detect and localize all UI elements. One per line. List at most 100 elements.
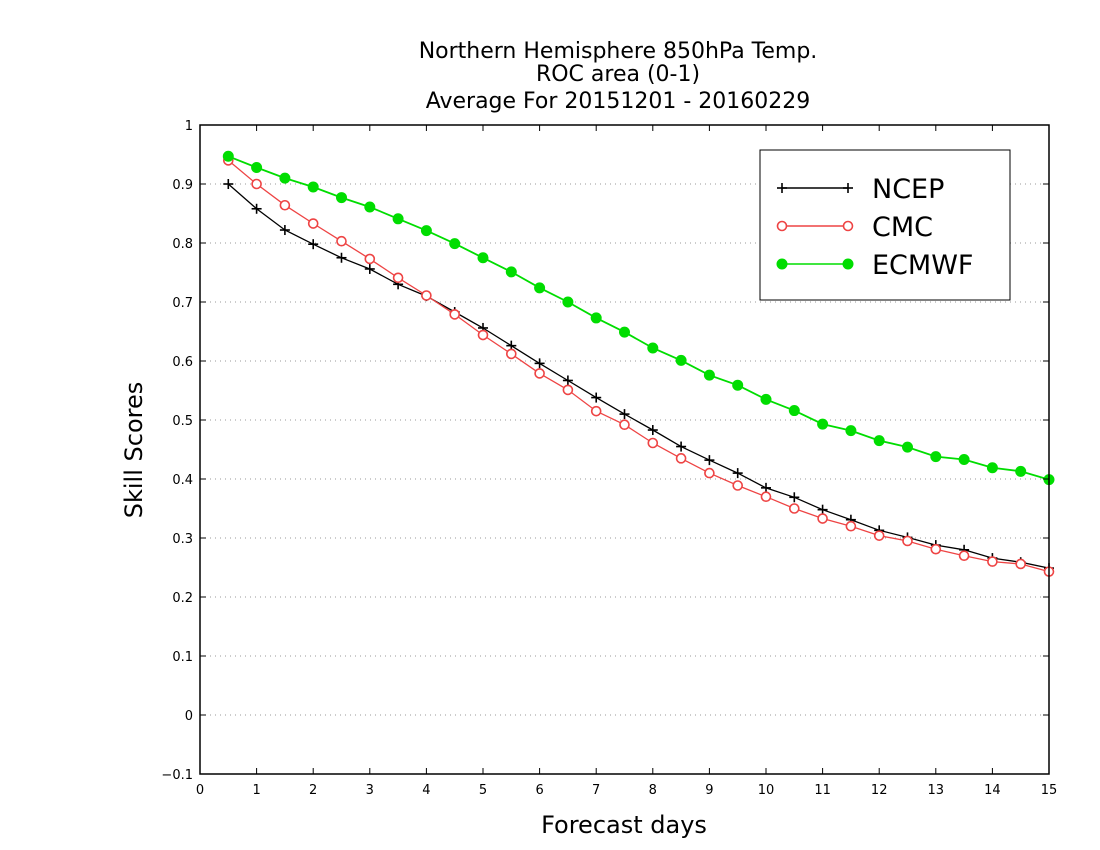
data-point-ncep: [732, 468, 743, 479]
data-point-ecmwf: [477, 252, 489, 264]
legend-label-ecmwf: ECMWF: [872, 250, 973, 281]
data-point-cmc: [619, 419, 630, 431]
data-point-ncep: [789, 492, 800, 503]
data-point-ecmwf: [505, 266, 517, 278]
y-tick-label: 0.8: [172, 237, 193, 252]
data-point-ecmwf: [873, 435, 885, 447]
data-point-ecmwf: [619, 326, 630, 338]
data-point-cmc: [364, 253, 376, 265]
data-point-cmc: [421, 290, 432, 301]
y-axis-label: Skill Scores: [120, 382, 148, 519]
data-point-ecmwf: [562, 296, 574, 308]
data-point-ecmwf: [307, 181, 319, 193]
data-point-cmc: [732, 480, 744, 491]
axis-ticks: −0.100.10.20.30.40.50.60.70.80.910 1 2 3 4 5 6…: [161, 119, 1057, 798]
y-tick-label: −0.1: [161, 768, 193, 783]
data-point-cmc: [817, 513, 828, 524]
data-point-ecmwf: [534, 282, 546, 294]
data-point-ecmwf: [930, 451, 942, 463]
x-tick-label: 4: [422, 783, 430, 798]
chart-title-line-3: Average For 20151201 - 20160229: [426, 89, 811, 114]
y-tick-label: 0.4: [172, 473, 193, 488]
x-tick-label: 13: [928, 783, 945, 798]
data-point-ecmwf: [703, 369, 715, 381]
data-point-ncep: [704, 455, 715, 466]
data-point-ncep: [817, 504, 828, 515]
data-point-ecmwf: [449, 238, 461, 250]
data-point-cmc: [902, 535, 913, 547]
data-point-cmc: [590, 405, 602, 417]
x-tick-label: 1: [252, 783, 260, 798]
data-point-ecmwf: [1015, 465, 1027, 477]
legend-marker-cmc: [842, 220, 854, 232]
data-point-cmc: [336, 235, 347, 247]
data-point-ecmwf: [364, 201, 376, 213]
data-point-cmc: [788, 503, 800, 514]
data-point-cmc: [760, 491, 772, 503]
data-point-ncep: [223, 179, 234, 189]
chart-title-line-1: Northern Hemisphere 850hPa Temp.: [419, 39, 818, 64]
data-point-cmc: [675, 453, 687, 464]
data-point-ecmwf: [732, 379, 744, 391]
data-point-ecmwf: [902, 441, 913, 453]
data-point-cmc: [647, 437, 659, 449]
data-point-ecmwf: [675, 354, 687, 366]
legend-marker-ncep: [843, 183, 853, 193]
x-tick-label: 12: [871, 783, 888, 798]
data-point-ecmwf: [420, 225, 432, 237]
y-tick-label: 0.9: [172, 178, 193, 193]
data-point-cmc: [873, 530, 885, 541]
data-point-ecmwf: [392, 213, 404, 225]
data-point-cmc: [279, 199, 291, 211]
data-point-cmc: [562, 384, 574, 396]
data-point-ncep: [619, 409, 630, 420]
data-point-cmc: [251, 178, 262, 190]
data-point-ecmwf: [647, 342, 659, 354]
data-point-ncep: [562, 375, 573, 386]
data-point-ecmwf: [760, 393, 772, 405]
data-point-ncep: [364, 263, 375, 274]
x-tick-label: 7: [592, 783, 600, 798]
series-ecmwf: [222, 150, 1055, 486]
data-point-cmc: [392, 272, 404, 284]
data-point-ecmwf: [222, 150, 234, 162]
data-point-ncep: [279, 225, 290, 236]
data-point-cmc: [477, 329, 489, 341]
x-tick-label: 10: [758, 783, 775, 798]
data-point-ecmwf: [590, 312, 602, 324]
y-tick-label: 0.3: [172, 532, 193, 547]
y-tick-label: 0.6: [172, 355, 193, 370]
x-tick-label: 15: [1041, 783, 1058, 798]
data-point-cmc: [845, 520, 857, 532]
data-point-cmc: [534, 368, 545, 379]
data-point-ecmwf: [986, 462, 998, 474]
y-tick-label: 0.5: [172, 414, 193, 429]
data-point-ecmwf: [788, 405, 800, 417]
y-tick-label: 0.7: [172, 296, 193, 311]
data-point-ncep: [591, 392, 602, 403]
data-point-ecmwf: [817, 418, 829, 430]
x-tick-label: 14: [984, 783, 1001, 798]
legend-marker-ecmwf: [842, 258, 854, 270]
x-tick-label: 2: [309, 783, 317, 798]
data-point-ncep: [676, 441, 687, 452]
y-tick-label: 1: [185, 119, 193, 134]
x-tick-label: 5: [479, 783, 487, 798]
data-point-ncep: [534, 358, 545, 369]
data-point-cmc: [704, 467, 715, 479]
data-point-cmc: [987, 556, 998, 567]
data-point-ecmwf: [845, 425, 857, 437]
x-tick-label: 3: [366, 783, 374, 798]
data-point-ecmwf: [279, 172, 291, 184]
data-point-cmc: [958, 550, 970, 562]
x-axis-label: Forecast days: [541, 811, 707, 839]
legend: NCEP CMC ECMWF: [759, 149, 1011, 301]
data-point-cmc: [505, 348, 517, 360]
data-point-ncep: [647, 425, 658, 436]
x-tick-label: 0: [196, 783, 204, 798]
chart-title-line-2: ROC area (0-1): [536, 62, 700, 87]
data-point-ncep: [761, 482, 771, 493]
legend-label-ncep: NCEP: [872, 174, 944, 205]
plot-frame: [199, 124, 1050, 775]
